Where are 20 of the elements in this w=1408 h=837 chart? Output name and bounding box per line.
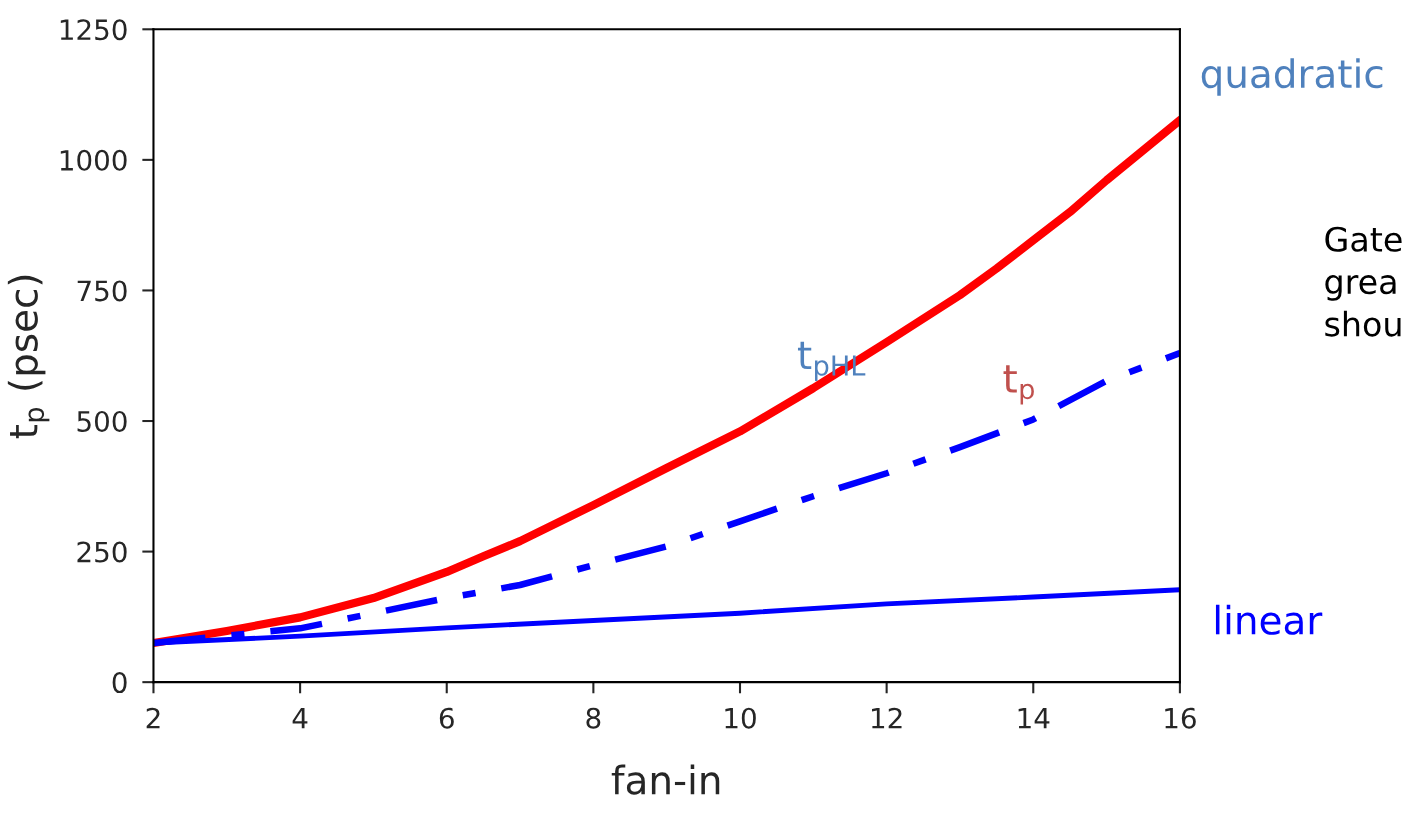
x-tick-label: 14 — [1018, 708, 1050, 729]
text: Gate grea shou — [1325, 226, 1402, 337]
y-tick-label: 500 — [77, 410, 127, 432]
x-tick-label: 10 — [725, 707, 756, 729]
y-tick-label: 0 — [112, 672, 127, 694]
text: quadratic — [1201, 58, 1383, 96]
x-tick-label: 12 — [872, 707, 902, 729]
y-axis-title: t$_{p}$ (psec) — [7, 275, 50, 439]
x-tick-label: 2 — [146, 707, 160, 729]
x-tick-label: 8 — [586, 707, 601, 729]
annotation: t$_{p}$ — [1003, 365, 1034, 405]
text: linear — [1215, 604, 1323, 635]
x-tick-label: 4 — [292, 708, 308, 729]
y-tick-label: 1000 — [60, 149, 127, 171]
x-tick-label: 16 — [1165, 707, 1196, 729]
y-tick-label: 750 — [77, 280, 127, 302]
x-axis-title: fan-in — [611, 764, 720, 795]
x-tick-label: 6 — [439, 707, 454, 729]
y-tick-label: 250 — [77, 541, 127, 563]
y-tick-label: 1250 — [60, 19, 127, 41]
